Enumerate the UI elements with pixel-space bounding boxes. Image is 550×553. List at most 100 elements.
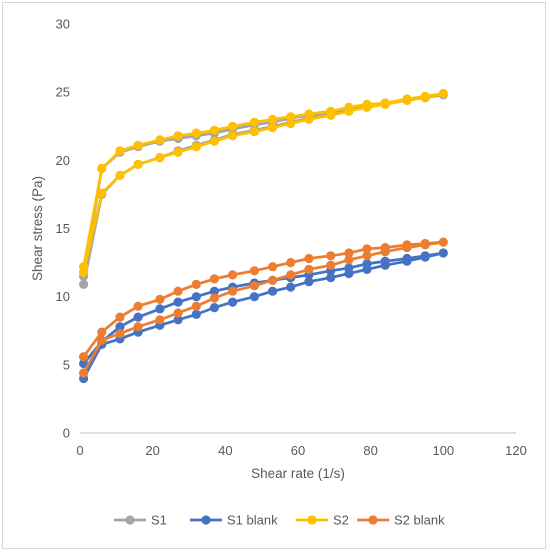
legend-item: S2 [296,513,349,528]
data-point [438,237,448,247]
data-point [191,292,201,302]
data-point [304,264,314,274]
legend-label: S1 blank [227,513,278,528]
data-point [133,301,143,311]
data-point [268,275,278,285]
legend-item: S1 [114,513,167,528]
data-point [173,131,183,141]
data-point [97,188,107,198]
data-point [173,147,183,157]
y-axis-title: Shear stress (Pa) [30,176,45,281]
data-point [79,358,89,369]
data-point [268,123,278,133]
data-point [268,286,278,296]
data-point [191,301,201,311]
data-point [380,256,390,266]
data-point [155,135,165,145]
data-point [249,292,259,302]
legend: S1 S1 blank S2 S2 blank [114,513,445,528]
data-point [209,303,219,313]
x-tick-label: 120 [505,443,527,458]
data-point [286,112,296,122]
data-point [155,153,165,163]
legend-label: S2 blank [394,513,445,528]
data-point [326,260,336,270]
legend-marker [125,515,135,525]
data-point [228,286,238,296]
data-point [209,293,219,303]
data-point [173,286,183,296]
chart-frame [2,2,546,549]
data-point [420,240,430,250]
data-point [115,146,125,156]
data-point [79,368,89,378]
data-point [402,253,412,264]
legend-marker [368,515,378,525]
data-point [133,312,143,322]
data-point [286,258,296,268]
data-point [344,255,354,265]
series-line [82,93,445,285]
data-point [268,114,278,124]
data-point [115,328,125,339]
data-point [362,102,372,112]
data-point [79,279,89,289]
y-tick-label: 5 [63,357,70,372]
data-point [268,262,278,272]
data-point [304,277,314,287]
data-point [286,282,296,292]
data-point [115,170,125,180]
data-point [97,327,107,337]
data-point [420,251,430,261]
data-point [249,266,259,276]
data-point [304,114,314,124]
data-point [155,304,165,314]
series-layer [79,88,448,384]
data-point [344,106,354,116]
x-tick-label: 0 [76,443,83,458]
data-point [249,117,259,127]
legend-marker [201,515,211,525]
y-tick-label: 0 [63,426,70,441]
data-point [362,244,372,254]
data-point [155,294,165,304]
data-point [115,312,125,322]
data-point [191,309,201,319]
data-point [228,121,238,131]
x-axis-tick-labels: 0 20 40 60 80 100 120 [76,443,526,458]
y-tick-label: 20 [56,153,70,168]
data-point [344,248,354,258]
data-point [304,253,314,264]
data-point [344,263,354,273]
x-axis-title: Shear rate (1/s) [251,466,345,481]
data-point [326,273,336,283]
data-point [362,251,372,261]
legend-item: S1 blank [190,513,278,528]
x-tick-label: 60 [291,443,305,458]
data-point [438,248,448,258]
data-point [380,99,390,109]
data-point [402,95,412,105]
data-point [191,142,201,152]
data-point [249,127,259,137]
data-point [438,88,448,99]
data-point [133,159,143,169]
data-point [115,322,125,332]
data-point [326,110,336,120]
legend-label: S1 [151,513,167,528]
data-point [380,247,390,257]
data-point [209,286,219,296]
x-tick-label: 100 [432,443,454,458]
data-point [362,259,372,269]
data-point [97,163,107,174]
x-tick-label: 20 [145,443,159,458]
data-point [173,308,183,318]
data-point [286,118,296,129]
data-point [133,140,143,150]
data-point [155,315,165,325]
data-point [249,281,259,291]
data-point [191,128,201,138]
legend-marker [307,515,317,525]
y-tick-label: 10 [56,289,70,304]
data-point [97,335,107,345]
